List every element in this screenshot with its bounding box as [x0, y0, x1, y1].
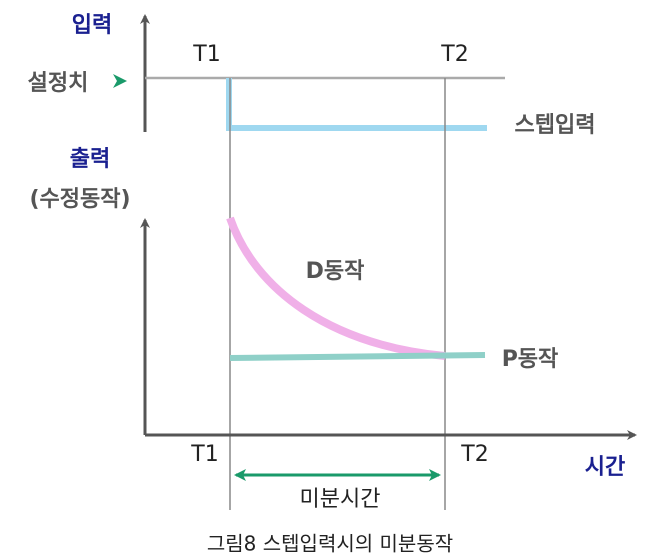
t1-label: T1 [192, 42, 220, 67]
input-title: 입력 [72, 13, 112, 38]
d-action-label: D동작 [306, 259, 365, 284]
output-subtitle: (수정동작) [29, 187, 130, 212]
time-label: 시간 [585, 455, 625, 480]
step-input [226, 78, 487, 131]
step-label: 스텝입력 [515, 113, 596, 138]
p-action-line [229, 352, 486, 361]
caption: 그림8 스텝입력시의 미분동작 [207, 532, 453, 556]
t2-label: T2 [440, 42, 468, 67]
output-title: 출력 [70, 147, 110, 172]
derivative-time-label: 미분시간 [300, 487, 381, 512]
setpoint-label: 설정치 [28, 71, 89, 96]
setpoint-arrow [113, 74, 127, 88]
d-action-curve [226, 216, 446, 360]
t2-label: T2 [460, 442, 488, 467]
p-action-label: P동작 [502, 347, 559, 372]
t1-label: T1 [190, 442, 218, 467]
